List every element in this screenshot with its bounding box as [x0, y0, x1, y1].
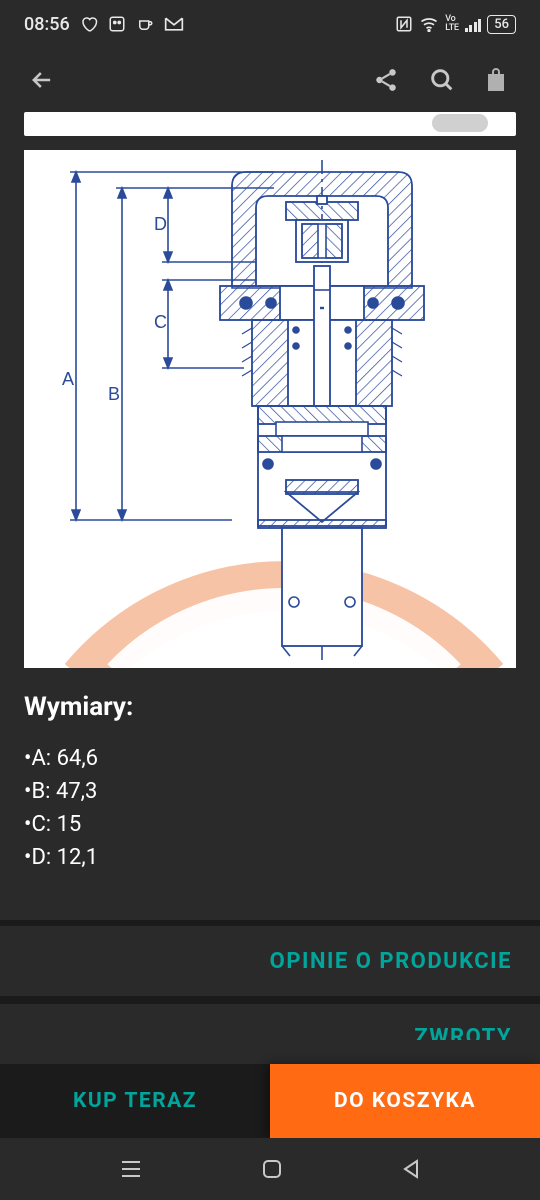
content-area: A B C D: [0, 112, 540, 874]
tab-reviews[interactable]: OPINIE O PRODUKCIE: [0, 920, 540, 998]
share-icon[interactable]: [364, 58, 408, 102]
back-button[interactable]: [20, 58, 64, 102]
dim-row: •A: 64,6: [24, 742, 516, 775]
home-button[interactable]: [261, 1158, 283, 1180]
back-nav-button[interactable]: [401, 1158, 421, 1180]
svg-text:C: C: [154, 312, 167, 332]
tab-reviews-label: OPINIE O PRODUKCIE: [270, 949, 512, 974]
clock: 08:56: [24, 14, 70, 35]
dim-row: •C: 15: [24, 808, 516, 841]
nfc-icon: [395, 15, 413, 33]
status-bar: 08:56 VoLTE 56: [0, 0, 540, 48]
signal-icon: [465, 17, 482, 32]
svg-text:A: A: [62, 369, 74, 389]
tabs-section: OPINIE O PRODUKCIE ZWROTY: [0, 920, 540, 1040]
bag-icon[interactable]: [476, 58, 520, 102]
tab-returns[interactable]: ZWROTY: [0, 998, 540, 1040]
system-nav-bar: [0, 1138, 540, 1200]
svg-text:D: D: [154, 214, 167, 234]
dimensions-heading: Wymiary:: [24, 692, 516, 722]
add-to-cart-label: DO KOSZYKA: [334, 1089, 476, 1113]
buy-now-button[interactable]: KUP TERAZ: [0, 1064, 270, 1138]
status-right: VoLTE 56: [395, 15, 516, 34]
wifi-icon: [419, 16, 439, 32]
battery-indicator: 56: [487, 15, 516, 34]
prev-image-strip[interactable]: [24, 112, 516, 136]
dim-row: •D: 12,1: [24, 841, 516, 874]
recents-button[interactable]: [119, 1159, 143, 1179]
coffee-icon: [136, 15, 154, 33]
volte-label: VoLTE: [445, 15, 458, 33]
bottom-action-bar: KUP TERAZ DO KOSZYKA: [0, 1064, 540, 1138]
dimensions-list: •A: 64,6 •B: 47,3 •C: 15 •D: 12,1: [24, 742, 516, 874]
buy-now-label: KUP TERAZ: [73, 1089, 197, 1113]
mail-icon: [164, 16, 184, 32]
app-icon: [108, 15, 126, 33]
svg-text:B: B: [108, 384, 120, 404]
status-left: 08:56: [24, 14, 184, 35]
heart-icon: [80, 15, 98, 33]
dim-row: •B: 47,3: [24, 775, 516, 808]
add-to-cart-button[interactable]: DO KOSZYKA: [270, 1064, 540, 1138]
search-icon[interactable]: [420, 58, 464, 102]
tab-returns-label: ZWROTY: [414, 1025, 512, 1040]
app-toolbar: [0, 48, 540, 112]
technical-diagram[interactable]: A B C D: [24, 150, 516, 668]
